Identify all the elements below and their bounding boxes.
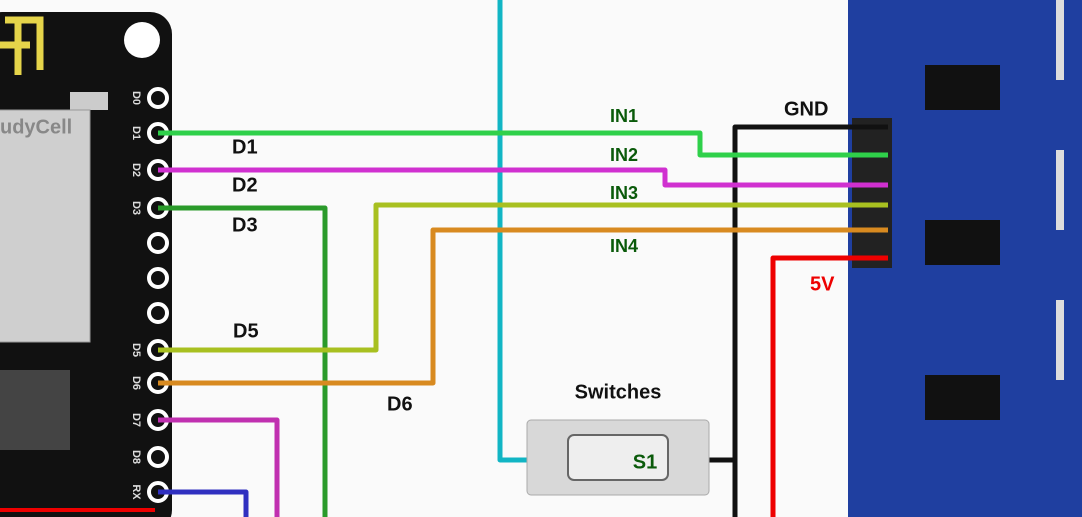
mount-hole: [124, 22, 160, 58]
brand: udyCell: [0, 116, 72, 138]
pin-label: D7: [130, 413, 142, 427]
pin-label: D6: [130, 376, 142, 390]
relay-label: IN4: [610, 236, 638, 256]
wifi-module: [0, 109, 91, 343]
pin: [147, 302, 169, 324]
pin: [147, 232, 169, 254]
antenna: [0, 16, 44, 75]
pin-label: D5: [130, 343, 142, 357]
switch-label: S1: [633, 451, 657, 473]
vcc-label: 5V: [810, 273, 835, 295]
pin: [147, 87, 169, 109]
wire-in1: [158, 130, 888, 158]
optocoupler: [925, 375, 1000, 420]
wire-in2: [158, 167, 888, 188]
wire-5v: [770, 255, 888, 517]
pin: [147, 446, 169, 468]
wire-label: D2: [232, 174, 258, 196]
switch-title: Switches: [575, 381, 662, 403]
wire-in4: [158, 227, 888, 386]
optocoupler: [925, 65, 1000, 110]
pin-label: D8: [130, 450, 142, 464]
wire-in3: [158, 202, 888, 353]
wire-label: D5: [233, 320, 259, 342]
pin-label: D1: [130, 126, 142, 140]
pin-label: RX: [130, 484, 142, 500]
relay-label: IN3: [610, 183, 638, 203]
optocoupler: [925, 220, 1000, 265]
relay-label: IN2: [610, 145, 638, 165]
wire-label: D1: [232, 136, 258, 158]
wire-cyan: [497, 0, 532, 463]
wire-rx: [158, 489, 249, 517]
gnd-label: GND: [784, 98, 828, 120]
pin: [147, 267, 169, 289]
chip: [0, 370, 70, 450]
wire-d3: [158, 205, 328, 517]
progress-bar: [0, 508, 155, 512]
switch-button: [567, 434, 669, 481]
wire-d7: [158, 417, 280, 517]
wire-label: D6: [387, 393, 413, 415]
pin-label: D2: [130, 163, 142, 177]
relay-label: IN1: [610, 106, 638, 126]
pin-label: D0: [130, 91, 142, 105]
component: [70, 92, 108, 110]
header: [852, 118, 892, 268]
wire-gnd: [705, 124, 888, 517]
wire-label: D3: [232, 214, 258, 236]
pin-label: D3: [130, 201, 142, 215]
